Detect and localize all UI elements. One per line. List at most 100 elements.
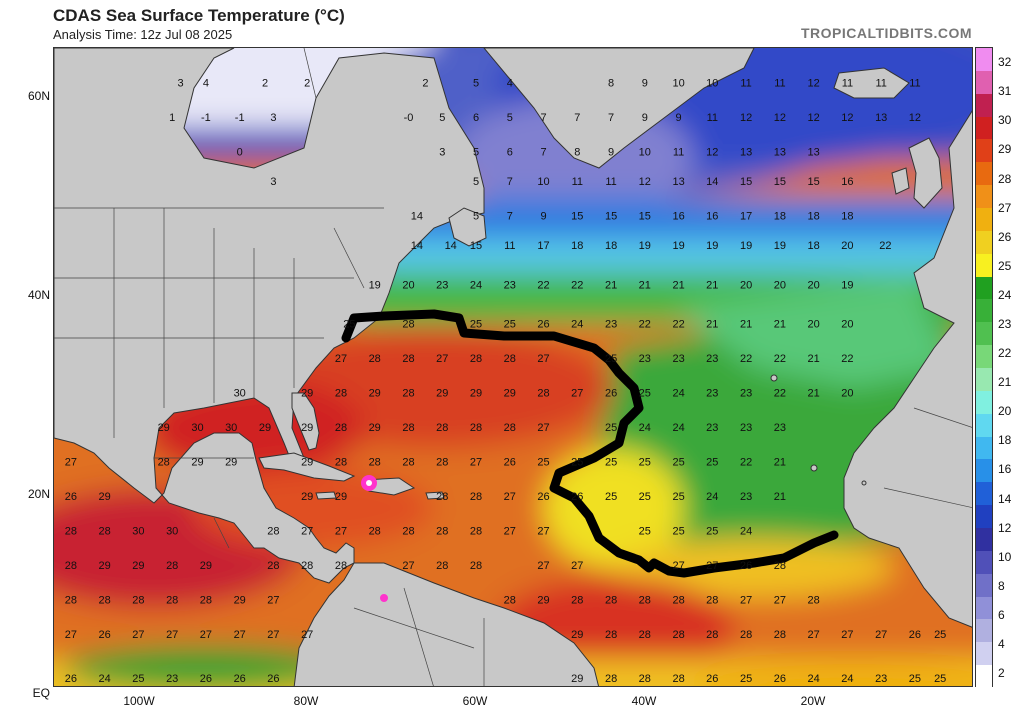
colorbar-segment: [976, 162, 992, 186]
colorbar-segment: [976, 253, 992, 278]
sst-value-label: 18: [807, 240, 819, 252]
sst-value-label: 28: [65, 594, 77, 606]
site-credit[interactable]: TROPICALTIDBITS.COM: [800, 25, 972, 41]
sst-value-label: 30: [191, 422, 203, 434]
colorbar-segment: [976, 436, 992, 460]
sst-value-label: 21: [706, 319, 718, 331]
sst-value-label: 28: [166, 594, 178, 606]
sst-value-label: 10: [706, 78, 718, 90]
sst-value-label: 7: [507, 176, 513, 188]
sst-value-label: 17: [740, 210, 752, 222]
sst-value-label: 29: [225, 457, 237, 469]
sst-map[interactable]: 3 4 2 2 2 5 4 8 9 10 10 11 11 12 11 11 11 1 -1 -1 3 -0 5 6 5 7 7 7 9…: [53, 47, 973, 687]
sst-value-label: 9: [540, 210, 546, 222]
sst-value-label: 12: [807, 78, 819, 90]
colorbar-label: 31: [998, 84, 1012, 99]
sst-value-label: 10: [537, 176, 549, 188]
sst-value-label: 27: [200, 629, 212, 641]
sst-value-label: 19: [639, 240, 651, 252]
sst-value-label: 20: [402, 279, 414, 291]
sst-value-label: 28: [571, 594, 583, 606]
lon-label-100w: 100W: [123, 694, 155, 708]
sst-value-label: 26: [200, 673, 212, 685]
sst-value-label: 25: [672, 457, 684, 469]
sst-value-label: 25: [672, 526, 684, 538]
sst-value-label: 28: [537, 388, 549, 400]
sst-value-label: 29: [301, 491, 313, 503]
sst-value-label: 27: [335, 526, 347, 538]
sst-value-label: 28: [504, 422, 516, 434]
sst-value-label: 28: [470, 491, 482, 503]
sst-value-label: 12: [774, 112, 786, 124]
sst-value-label: 25: [639, 526, 651, 538]
lat-label-eq: EQ: [32, 686, 50, 700]
sst-value-label: 25: [934, 673, 946, 685]
storm-marker-small[interactable]: [380, 594, 388, 602]
sst-value-label: 6: [507, 146, 513, 158]
sst-value-label: 11: [504, 240, 515, 252]
sst-value-label: 16: [672, 210, 684, 222]
sst-value-label: 29: [504, 388, 516, 400]
sst-value-label: 23: [774, 422, 786, 434]
colorbar-label: 2: [998, 666, 1005, 681]
colorbar-label: 25: [998, 258, 1012, 273]
sst-value-label: 27: [571, 560, 583, 572]
sst-value-label: 23: [639, 353, 651, 365]
sst-value-label: 25: [639, 457, 651, 469]
sst-value-label: 25: [740, 673, 752, 685]
sst-value-label: 9: [642, 78, 648, 90]
colorbar-segment: [976, 665, 992, 689]
colorbar-label: 20: [998, 404, 1012, 419]
sst-value-label: 28: [65, 560, 77, 572]
sst-value-label: 28: [470, 353, 482, 365]
colorbar-segment: [976, 48, 992, 72]
colorbar-label: 27: [998, 200, 1012, 215]
storm-symbol[interactable]: [361, 475, 377, 491]
sst-value-label: 3: [270, 112, 276, 124]
sst-value-label: 27: [267, 629, 279, 641]
sst-value-label: 30: [234, 388, 246, 400]
sst-value-label: 28: [672, 594, 684, 606]
sst-value-label: 29: [470, 388, 482, 400]
sst-value-label: 5: [473, 210, 479, 222]
sst-value-label: 5: [439, 112, 445, 124]
sst-value-label: 22: [672, 319, 684, 331]
sst-value-label: 27: [537, 353, 549, 365]
sst-value-label: 8: [608, 78, 614, 90]
colorbar-label: 10: [998, 549, 1012, 564]
sst-value-label: 19: [740, 240, 752, 252]
sst-value-label: 29: [436, 388, 448, 400]
sst-value-label: 15: [774, 176, 786, 188]
lat-label-20n: 20N: [27, 487, 50, 501]
sst-value-label: 28: [740, 629, 752, 641]
sst-value-label: 9: [608, 146, 614, 158]
sst-value-label: 7: [540, 146, 546, 158]
sst-value-label: 24: [98, 673, 110, 685]
sst-value-label: 19: [369, 279, 381, 291]
sst-value-label: 28: [369, 353, 381, 365]
sst-value-label: 28: [132, 594, 144, 606]
sst-value-label: 28: [605, 673, 617, 685]
sst-value-label: 23: [166, 673, 178, 685]
sst-value-label: 16: [841, 176, 853, 188]
colorbar-segment: [976, 390, 992, 415]
sst-value-label: 13: [875, 112, 887, 124]
sst-value-label: 28: [605, 629, 617, 641]
sst-value-label: 26: [98, 629, 110, 641]
sst-value-label: 28: [774, 629, 786, 641]
sst-value-label: 22: [774, 353, 786, 365]
colorbar-label: 21: [998, 375, 1012, 390]
sst-value-label: 28: [639, 629, 651, 641]
sst-value-label: 28: [672, 673, 684, 685]
colorbar-segment: [976, 93, 992, 118]
sst-value-label: 5: [473, 176, 479, 188]
sst-value-label: 28: [706, 629, 718, 641]
sst-value-label: 28: [402, 526, 414, 538]
sst-value-label: 18: [571, 240, 583, 252]
sst-value-label: 28: [402, 353, 414, 365]
sst-value-label: 23: [504, 279, 516, 291]
sst-value-label: 9: [676, 112, 682, 124]
sst-value-label: 29: [259, 422, 271, 434]
sst-value-label: 17: [537, 240, 549, 252]
sst-value-label: 8: [574, 146, 580, 158]
